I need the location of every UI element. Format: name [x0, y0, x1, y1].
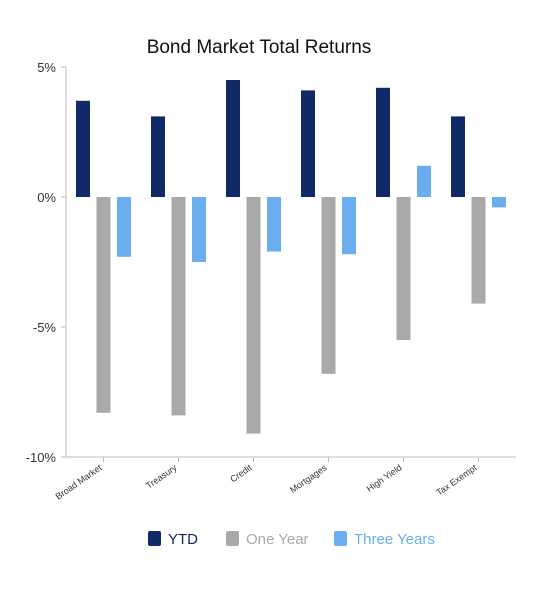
chart-axes: [65, 67, 516, 458]
legend-label-ytd: YTD: [168, 531, 198, 548]
y-tick-label: 5%: [37, 60, 56, 75]
legend-swatch-three-years: [334, 531, 347, 546]
y-tick-label: -5%: [33, 320, 57, 335]
bar-three-years-mortgages: [342, 197, 356, 255]
bar-three-years-treasury: [192, 197, 206, 262]
bar-three-years-high-yield: [417, 165, 431, 197]
y-axis-ticks: 5% 0% -5% -10%: [26, 60, 66, 465]
bar-ytd-high-yield: [376, 87, 390, 197]
bar-ytd-treasury: [151, 116, 165, 197]
bar-ytd-tax-exempt: [451, 116, 465, 197]
x-tick-label: High Yield: [365, 462, 404, 493]
bar-three-years-broad-market: [117, 197, 131, 257]
bar-one-year-mortgages: [321, 197, 336, 374]
x-tick-label: Treasury: [144, 462, 179, 491]
bar-one-year-tax-exempt: [471, 197, 486, 304]
y-tick-label: 0%: [37, 190, 56, 205]
x-tick-label: Credit: [228, 462, 254, 484]
bar-ytd-mortgages: [301, 90, 315, 197]
legend-swatch-one-year: [226, 531, 239, 546]
bar-ytd-broad-market: [76, 100, 90, 197]
x-tick-label: Tax Exempt: [434, 462, 479, 497]
legend-label-three-years: Three Years: [354, 531, 435, 548]
legend-swatch-ytd: [148, 531, 161, 546]
bar-one-year-high-yield: [396, 197, 411, 340]
bar-one-year-credit: [246, 197, 261, 434]
x-axis-ticks: Broad Market Treasury Credit Mortgages High …: [54, 457, 479, 502]
bar-ytd-credit: [226, 80, 240, 197]
x-tick-label: Broad Market: [54, 462, 104, 501]
legend-label-one-year: One Year: [246, 531, 309, 548]
bar-three-years-tax-exempt: [492, 197, 506, 208]
bar-one-year-broad-market: [96, 197, 111, 413]
y-tick-label: -10%: [26, 450, 57, 465]
bar-one-year-treasury: [171, 197, 186, 416]
x-tick-label: Mortgages: [288, 462, 329, 495]
chart-legend: YTD One Year Three Years: [148, 531, 435, 548]
chart-title: Bond Market Total Returns: [147, 37, 372, 58]
chart-bars: [76, 80, 506, 434]
bar-three-years-credit: [267, 197, 281, 252]
